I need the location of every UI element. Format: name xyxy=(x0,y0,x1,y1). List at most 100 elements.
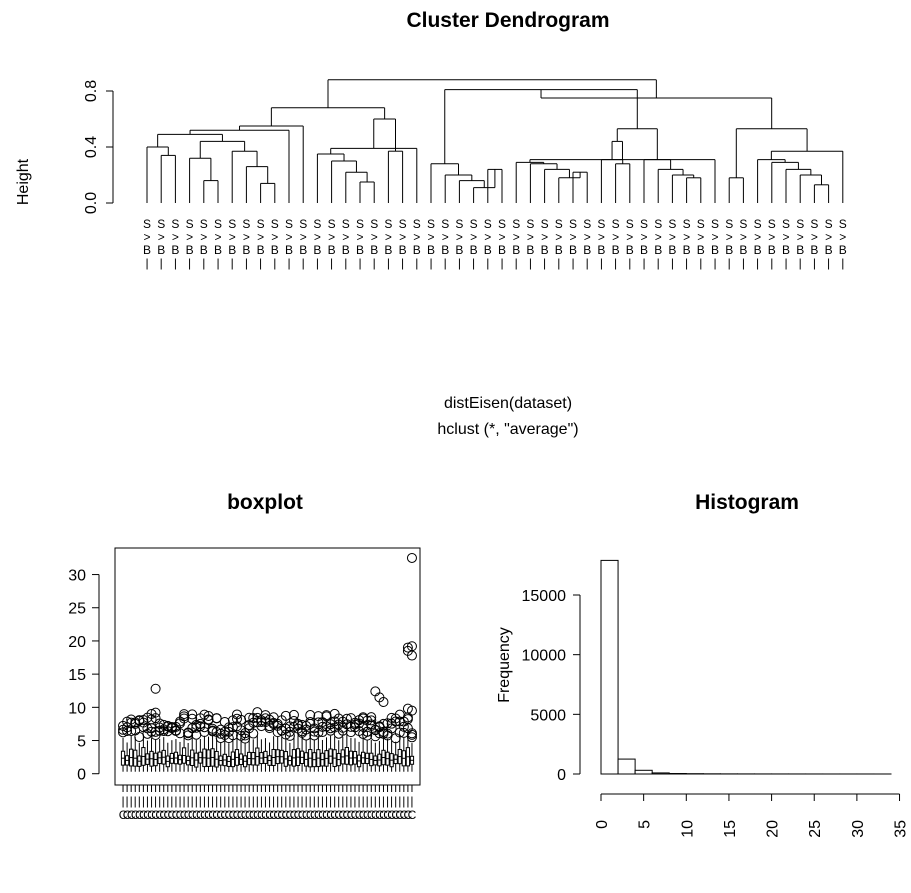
outlier-point xyxy=(378,718,389,729)
leaf-label: > xyxy=(768,230,775,244)
leaf-label: S xyxy=(541,217,549,231)
leaf-label: | xyxy=(259,256,262,270)
outlier-point xyxy=(321,710,332,721)
leaf-label: > xyxy=(612,230,619,244)
y-tick-label: 5000 xyxy=(530,707,566,724)
x-tick-label: | xyxy=(378,794,381,808)
leaf-label: | xyxy=(543,256,546,270)
leaf-label: > xyxy=(726,230,733,244)
leaf-label: | xyxy=(600,256,603,270)
leaf-label: | xyxy=(302,256,305,270)
leaf-label: S xyxy=(810,217,818,231)
leaf-label: > xyxy=(285,230,292,244)
x-tick-label: | xyxy=(235,794,238,808)
leaf-label: | xyxy=(515,256,518,270)
leaf-label: B xyxy=(441,243,449,257)
outlier-point xyxy=(179,709,190,720)
y-tick-label: 15 xyxy=(68,667,86,684)
leaf-label: B xyxy=(526,243,534,257)
outlier-point xyxy=(191,729,202,740)
x-tick-label: C xyxy=(159,808,168,822)
x-tick-label: | xyxy=(309,794,312,808)
outlier-point xyxy=(179,713,190,724)
leaf-label: S xyxy=(668,217,676,231)
outlier-point xyxy=(146,708,157,719)
outlier-point xyxy=(227,730,238,741)
x-tick-label: C xyxy=(168,808,177,822)
leaf-label: B xyxy=(640,243,648,257)
leaf-label: > xyxy=(271,230,278,244)
leaf-label: | xyxy=(401,256,404,270)
leaf-label: B xyxy=(370,243,378,257)
y-tick-label: 20 xyxy=(68,634,86,651)
leaf-label: S xyxy=(512,217,520,231)
leaf-label: | xyxy=(316,256,319,270)
leaf-label: S xyxy=(285,217,293,231)
x-tick-label: C xyxy=(253,808,262,822)
x-tick-label: C xyxy=(391,808,400,822)
x-tick-label: | xyxy=(146,794,149,808)
leaf-label: > xyxy=(498,230,505,244)
x-tick-label: C xyxy=(404,808,413,822)
leaf-label: B xyxy=(228,243,236,257)
x-tick-label: C xyxy=(399,808,408,822)
outlier-point xyxy=(406,728,417,739)
leaf-label: S xyxy=(597,217,605,231)
leaf-label: B xyxy=(668,243,676,257)
leaf-label: | xyxy=(174,256,177,270)
outlier-point xyxy=(305,710,316,721)
x-tick-label: C xyxy=(347,808,356,822)
leaf-label: > xyxy=(797,230,804,244)
leaf-label: > xyxy=(839,230,846,244)
leaf-label: | xyxy=(358,256,361,270)
x-tick-label: | xyxy=(195,794,198,808)
x-tick-label: | xyxy=(252,794,255,808)
leaf-label: S xyxy=(399,217,407,231)
leaf-label: | xyxy=(571,256,574,270)
y-tick-label: 0.0 xyxy=(83,192,100,214)
leaf-label: > xyxy=(158,230,165,244)
x-tick-label: | xyxy=(227,794,230,808)
x-tick-label: | xyxy=(296,794,299,808)
leaf-label: S xyxy=(612,217,620,231)
x-tick-label: C xyxy=(395,808,404,822)
leaf-label: S xyxy=(157,217,165,231)
x-tick-label: | xyxy=(150,794,153,808)
y-tick-label: 5 xyxy=(77,734,86,751)
x-tick-label: C xyxy=(302,808,311,822)
x-tick-label: | xyxy=(215,794,218,808)
leaf-label: B xyxy=(739,243,747,257)
x-tick-label: | xyxy=(154,794,157,808)
x-tick-label: C xyxy=(249,808,258,822)
x-tick-label: | xyxy=(260,794,263,808)
leaf-label: B xyxy=(399,243,407,257)
leaf-label: | xyxy=(614,256,617,270)
histogram-title: Histogram xyxy=(695,491,799,514)
leaf-label: | xyxy=(231,256,234,270)
x-tick-label: 35 xyxy=(893,820,910,838)
leaf-label: | xyxy=(458,256,461,270)
outlier-point xyxy=(362,730,373,741)
outlier-point xyxy=(150,683,161,694)
histogram-y-label: Frequency xyxy=(496,627,513,703)
x-tick-label: C xyxy=(306,808,315,822)
x-tick-label: C xyxy=(200,808,209,822)
leaf-label: B xyxy=(782,243,790,257)
x-tick-label: C xyxy=(163,808,172,822)
leaf-label: > xyxy=(626,230,633,244)
boxplot-frame xyxy=(114,547,421,786)
y-tick-label: 0.4 xyxy=(83,136,100,158)
leaf-label: B xyxy=(810,243,818,257)
x-tick-label: | xyxy=(276,794,279,808)
x-tick-label: C xyxy=(216,808,225,822)
x-tick-label: | xyxy=(333,794,336,808)
leaf-label: | xyxy=(841,256,844,270)
leaf-label: S xyxy=(313,217,321,231)
leaf-label: | xyxy=(685,256,688,270)
x-tick-label: | xyxy=(134,794,137,808)
leaf-label: B xyxy=(384,243,392,257)
leaf-label: | xyxy=(557,256,560,270)
leaf-label: B xyxy=(186,243,194,257)
leaf-label: > xyxy=(640,230,647,244)
